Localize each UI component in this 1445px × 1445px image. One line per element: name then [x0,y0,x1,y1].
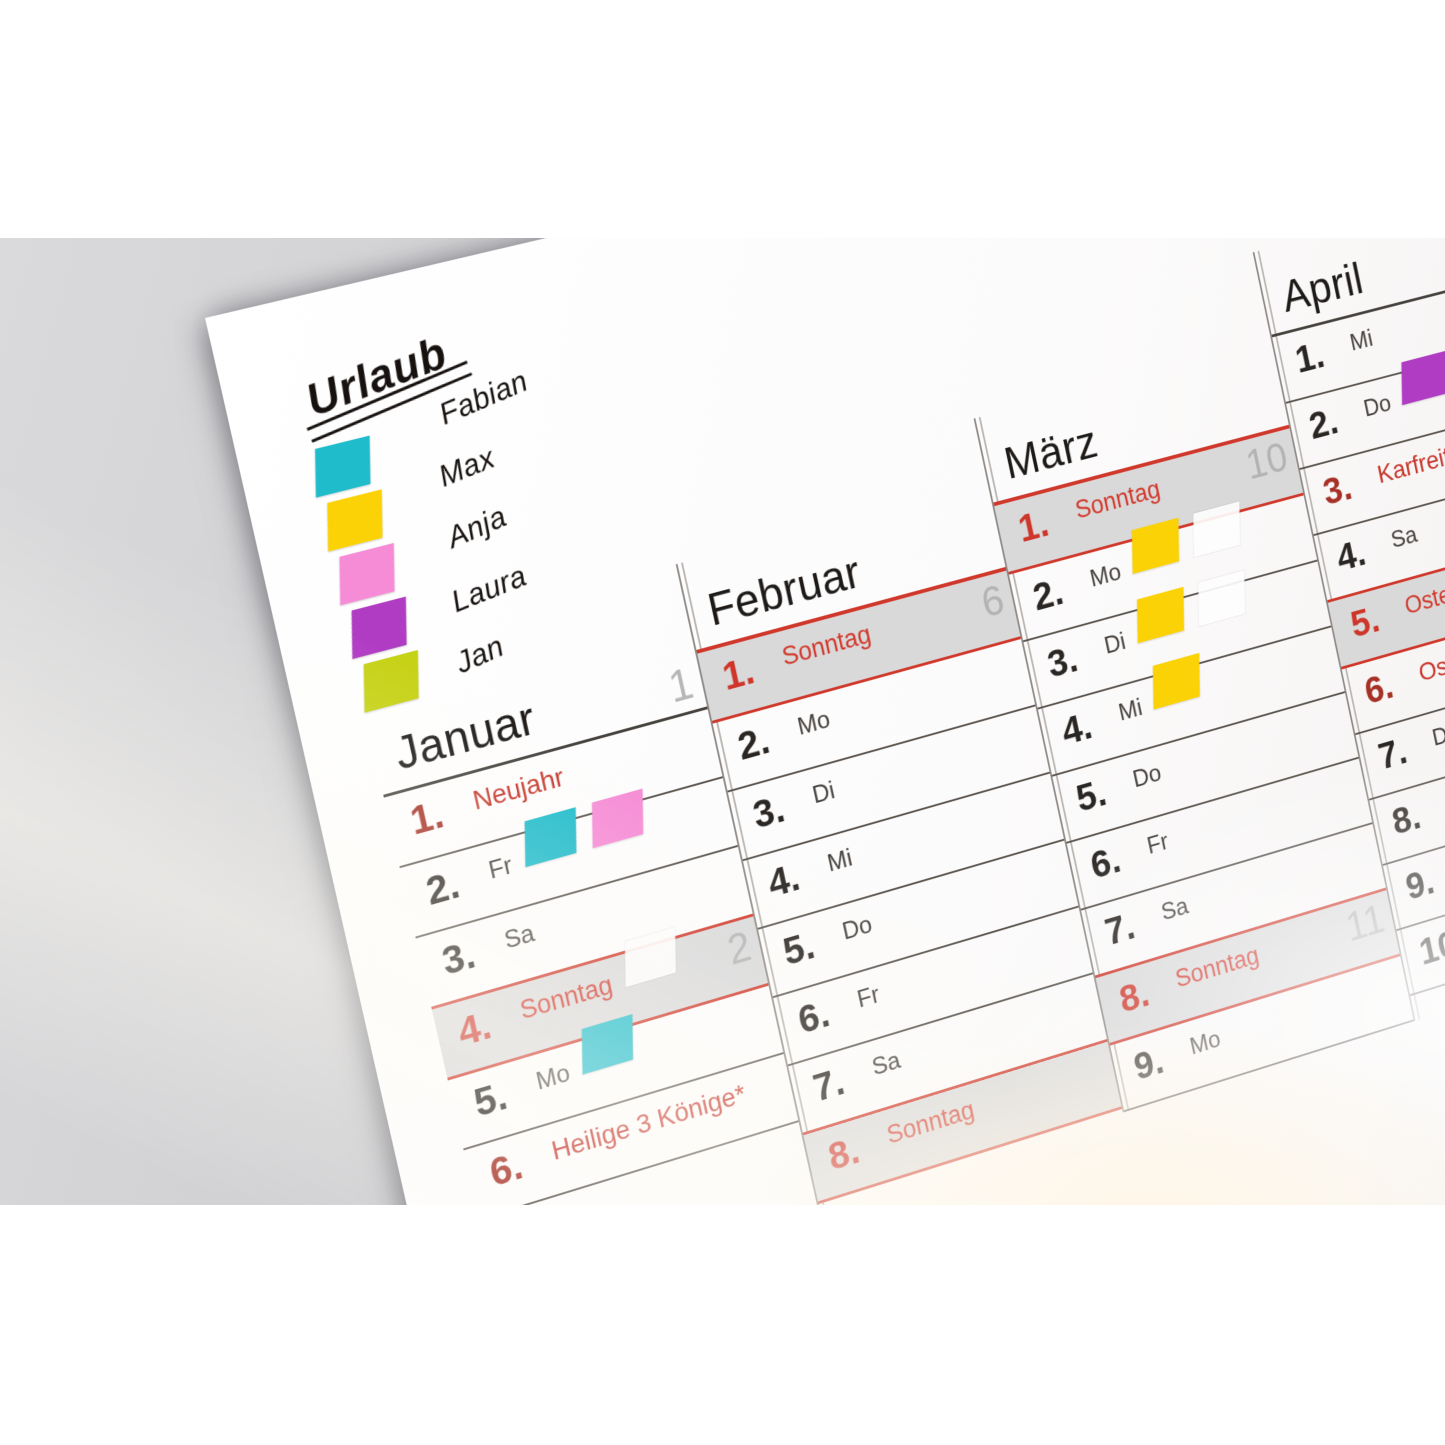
day-number: 4. [453,1002,496,1055]
index-tab-pink-icon [339,542,395,606]
day-label: Sa [869,1045,903,1082]
wall-photo: Urlaub Fabian Max Anja Laura Jan Januar 1 1.… [0,238,1445,1205]
day-label: Sonntag [517,970,616,1026]
wall-calendar-paper: Urlaub Fabian Max Anja Laura Jan Januar 1 1.… [205,238,1445,1205]
day-label: Sa [1388,519,1420,554]
day-label: Mo [1187,1024,1223,1061]
day-number: 8. [1115,971,1153,1022]
index-tab-yellow-icon [327,489,383,552]
day-label: Do [839,909,875,946]
day-label: Neujahr [470,761,567,816]
day-label: Fr [854,979,882,1014]
day-label: Sonntag [1172,941,1262,994]
day-label: Sonntag [884,1095,977,1150]
day-label: Ostern [1402,575,1445,620]
day-label: Mi [824,842,855,878]
index-tab-purple-icon [351,596,407,660]
day-label: Sonntag [779,619,874,672]
day-number: 1. [718,647,759,699]
day-label: Do [1361,388,1394,423]
index-tab-cyan-icon [315,435,371,498]
week-number: 10 [1242,434,1292,489]
day-label: Di [1101,626,1128,660]
day-label: Mo [794,704,833,741]
week-number: 6 [977,576,1009,627]
day-label: Mo [1087,556,1124,593]
day-label: Fr [485,849,515,885]
day-label: Sa [1158,891,1191,926]
day-label: Sonntag [1072,474,1163,525]
day-label: Sa [501,917,537,955]
day-label: Di [809,775,838,810]
day-number: 5. [1347,597,1384,646]
week-number: 11 [1342,896,1389,951]
day-label: Mi [1347,323,1375,357]
day-number: 1. [1014,500,1053,551]
week-number: 1 [663,657,698,713]
day-label: Di [1429,719,1445,752]
day-label: Do [1130,757,1164,793]
week-number: 2 [723,922,756,975]
day-label: Mi [1115,692,1145,727]
day-number: 8. [824,1127,864,1179]
day-label: Fr [1144,826,1171,860]
month-title: April [1277,254,1368,323]
day-label: Mo [533,1057,573,1096]
